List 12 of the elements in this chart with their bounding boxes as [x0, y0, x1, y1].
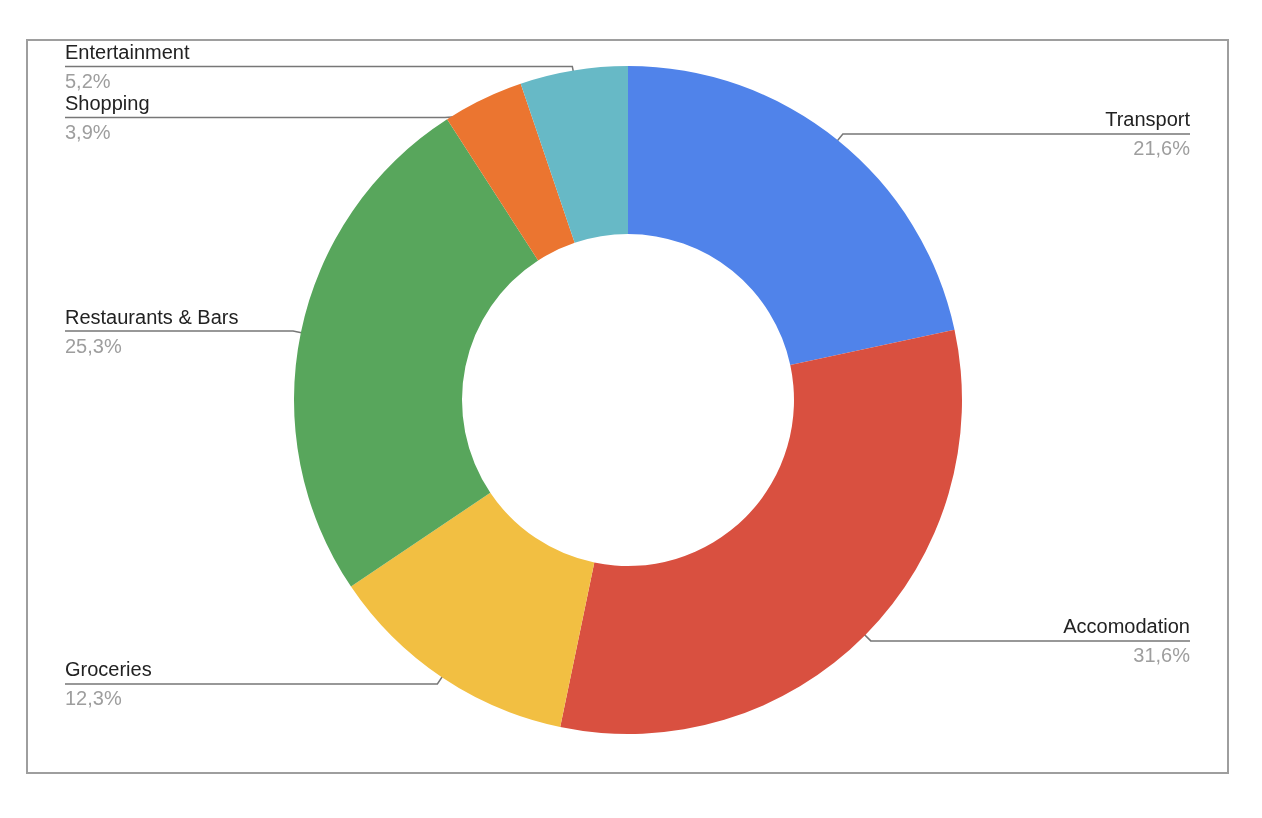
slice-label: Entertainment	[65, 41, 190, 63]
slice-label: Restaurants & Bars	[65, 305, 239, 328]
slice-label: Accomodation	[1063, 615, 1190, 638]
data-label: 12,3%	[65, 687, 122, 710]
data-label: 25,3%	[65, 334, 122, 357]
slice-label: Groceries	[65, 658, 152, 681]
data-label: 5,2%	[65, 70, 111, 92]
data-label: 21,6%	[1133, 137, 1191, 160]
slice-label: Transport	[1105, 108, 1191, 131]
data-label: 3,9%	[65, 121, 111, 143]
data-label: 31,6%	[1133, 644, 1191, 667]
slice-label: Shopping	[65, 92, 150, 114]
